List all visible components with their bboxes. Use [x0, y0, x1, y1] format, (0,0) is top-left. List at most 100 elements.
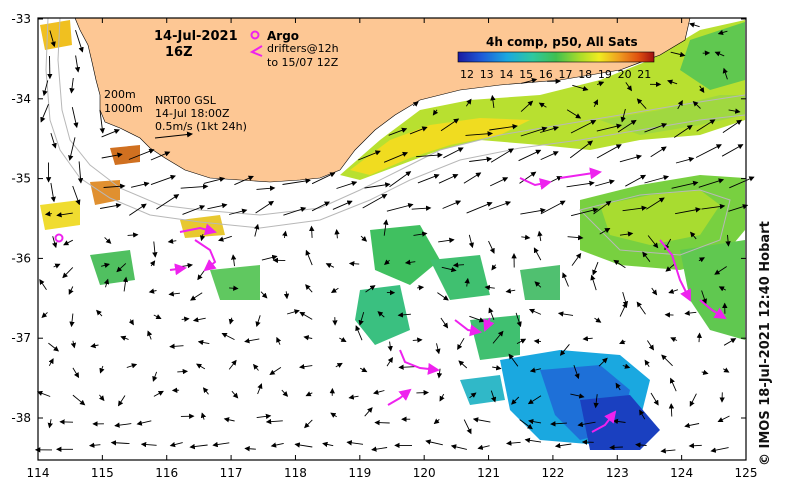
current-vector [228, 317, 234, 325]
current-vector [557, 311, 574, 317]
current-vector [348, 261, 360, 267]
current-vector [469, 315, 485, 323]
current-vector [103, 183, 126, 189]
current-vector [570, 393, 585, 399]
drifter-legend-line1: drifters@12h [267, 42, 339, 55]
current-vector [150, 174, 176, 186]
current-vector [533, 247, 542, 261]
current-vector [177, 368, 189, 375]
current-vector [281, 389, 289, 397]
current-vector [646, 197, 665, 210]
current-vector [190, 292, 203, 301]
current-vector [257, 383, 263, 395]
current-vector [668, 403, 675, 417]
current-vector [527, 395, 542, 405]
current-vector [70, 340, 77, 349]
current-vector [68, 137, 76, 161]
current-vector [533, 338, 541, 345]
current-vector [90, 342, 99, 349]
current-vector [468, 234, 474, 249]
current-vector [647, 235, 659, 249]
current-vector [75, 29, 84, 53]
current-vector [72, 185, 81, 206]
current-vector [466, 201, 493, 214]
current-vector [101, 128, 120, 138]
current-vector [255, 200, 275, 214]
current-vector [582, 335, 593, 342]
product-label: NRT00 GSL [155, 94, 217, 107]
current-vector [595, 179, 615, 187]
current-vector [722, 367, 730, 373]
current-vector [383, 151, 409, 163]
isobaths [45, 17, 746, 256]
current-vector [728, 204, 749, 212]
current-vector [690, 231, 697, 240]
current-vector [335, 362, 343, 368]
current-vector [169, 343, 184, 350]
current-vector [721, 144, 744, 157]
current-vector [260, 291, 268, 299]
current-vector [346, 440, 364, 446]
current-vector [39, 279, 47, 290]
colorbar-tick-label: 12 [460, 68, 474, 81]
current-vector [358, 150, 381, 161]
colorbar-tick-label: 17 [559, 68, 573, 81]
current-vector [153, 390, 164, 397]
colorbar-tick-label: 16 [539, 68, 553, 81]
current-vector [647, 340, 654, 351]
current-vector [153, 314, 162, 320]
current-vector [696, 119, 716, 132]
current-vector [550, 421, 567, 427]
colorbar-tick-label: 18 [578, 68, 592, 81]
current-vector [438, 174, 459, 184]
lon-tick-label: 119 [348, 466, 371, 480]
current-vector [53, 263, 61, 269]
lon-tick-label: 117 [220, 466, 243, 480]
current-vector [417, 173, 440, 184]
current-vector [688, 443, 702, 449]
current-vector [511, 396, 520, 405]
current-vector [373, 389, 385, 395]
vector-scale-label: 0.5m/s (1kt 24h) [155, 120, 247, 133]
colorbar-tick-label: 14 [499, 68, 513, 81]
colorbar-title: 4h comp, p50, All Sats [486, 35, 638, 49]
current-vector [330, 412, 337, 418]
current-vector [332, 200, 353, 210]
current-vector [256, 413, 272, 420]
current-vector [689, 393, 697, 407]
current-vector [397, 312, 411, 318]
current-vector [728, 108, 741, 114]
current-vector [562, 272, 569, 287]
current-vector [74, 55, 81, 73]
current-vector [311, 201, 331, 212]
current-vector [255, 315, 261, 328]
current-vector [50, 132, 57, 149]
current-vector [593, 200, 612, 215]
current-vector [465, 131, 493, 137]
current-vector [598, 357, 608, 367]
current-vector [411, 205, 432, 211]
current-vector [569, 140, 594, 159]
current-vector [283, 291, 290, 300]
vector-scale-arrow [154, 131, 193, 139]
current-vector [386, 203, 414, 212]
lat-tick-label: -35 [11, 172, 31, 186]
current-vector [722, 119, 743, 133]
current-vector [534, 281, 542, 288]
current-vector [559, 344, 570, 356]
current-vector [677, 100, 683, 110]
current-vector [384, 259, 390, 265]
current-vector [223, 417, 235, 423]
current-vector [374, 419, 390, 426]
current-vector [438, 237, 455, 244]
current-vector [305, 249, 313, 266]
current-vector [515, 312, 522, 328]
lon-tick-label: 122 [541, 466, 564, 480]
current-vector [309, 225, 315, 238]
current-vector [665, 264, 675, 272]
current-vector [660, 448, 676, 454]
current-vector [725, 234, 731, 247]
current-vector [570, 120, 597, 134]
current-vector [254, 223, 260, 237]
current-vector [489, 123, 518, 131]
